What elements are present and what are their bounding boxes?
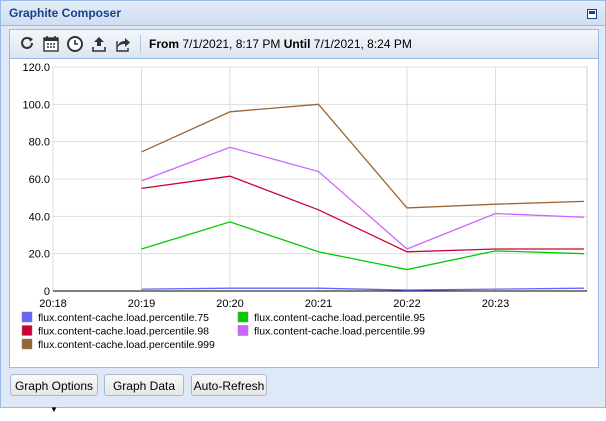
y-tick-label: 60.0: [29, 174, 50, 186]
collapse-icon[interactable]: [587, 9, 597, 19]
y-tick-labels: 0 20.0 40.0 60.0 80.0 100.0 120.0: [22, 62, 50, 298]
legend-swatch: [21, 338, 33, 350]
graph-options-button[interactable]: Graph Options ▼: [10, 374, 98, 414]
y-tick-label: 0: [44, 286, 50, 298]
share-icon[interactable]: [112, 34, 134, 54]
graph-area: 0 20.0 40.0 60.0 80.0 100.0 120.0 20:18 20:19 20…: [10, 59, 598, 367]
x-tick-label: 20:19: [128, 298, 156, 310]
series-line: [141, 146, 585, 250]
legend-swatch: [237, 325, 249, 336]
legend-label: flux.content-cache.load.percentile.999: [38, 339, 215, 351]
upload-icon[interactable]: [88, 34, 110, 54]
y-tick-label: 120.0: [22, 62, 50, 74]
x-tick-label: 20:18: [39, 298, 67, 310]
legend-swatch: [21, 311, 33, 323]
from-label: From: [149, 37, 179, 51]
title-bar: Graphite Composer: [1, 1, 605, 26]
y-tick-label: 20.0: [29, 249, 50, 261]
legend-swatch: [21, 325, 33, 336]
series-line: [141, 221, 585, 271]
y-tick-label: 40.0: [29, 211, 50, 223]
legend-label: flux.content-cache.load.percentile.75: [38, 312, 209, 324]
until-value: 7/1/2021, 8:24 PM: [313, 37, 412, 51]
x-tick-label: 20:21: [305, 298, 333, 310]
chart-legend: flux.content-cache.load.percentile.75 flu…: [21, 311, 425, 351]
legend-label: flux.content-cache.load.percentile.95: [254, 312, 425, 324]
graph-options-label: Graph Options: [14, 379, 94, 393]
legend-label: flux.content-cache.load.percentile.99: [254, 326, 425, 338]
toolbar: From 7/1/2021, 8:17 PM Until 7/1/2021, 8…: [10, 30, 598, 59]
window-title: Graphite Composer: [9, 6, 122, 20]
x-tick-label: 20:22: [393, 298, 421, 310]
y-tick-label: 80.0: [29, 137, 50, 149]
dropdown-arrow-icon: ▼: [50, 405, 58, 414]
calendar-icon[interactable]: [40, 34, 62, 54]
x-tick-labels: 20:18 20:19 20:20 20:21 20:22 20:23: [39, 298, 509, 310]
legend-label: flux.content-cache.load.percentile.98: [38, 326, 209, 338]
auto-refresh-button[interactable]: Auto-Refresh: [191, 374, 267, 396]
x-tick-label: 20:23: [482, 298, 510, 310]
clock-icon[interactable]: [64, 34, 86, 54]
toolbar-separator: [140, 35, 141, 53]
x-tick-label: 20:20: [216, 298, 244, 310]
graph-data-button[interactable]: Graph Data: [104, 374, 184, 396]
refresh-icon[interactable]: [16, 34, 38, 54]
time-range: From 7/1/2021, 8:17 PM Until 7/1/2021, 8…: [149, 37, 412, 51]
y-tick-label: 100.0: [22, 99, 50, 111]
series-line: [141, 103, 585, 209]
series-line: [141, 287, 585, 291]
until-label: Until: [283, 37, 311, 51]
chart-grid: [52, 66, 588, 292]
from-value: 7/1/2021, 8:17 PM: [182, 37, 281, 51]
legend-swatch: [237, 311, 249, 323]
chart-lines: [141, 103, 585, 291]
graph-panel: From 7/1/2021, 8:17 PM Until 7/1/2021, 8…: [9, 29, 599, 368]
series-line: [141, 175, 584, 253]
footer-bar: Graph Options ▼ Graph Data Auto-Refresh: [1, 367, 605, 414]
